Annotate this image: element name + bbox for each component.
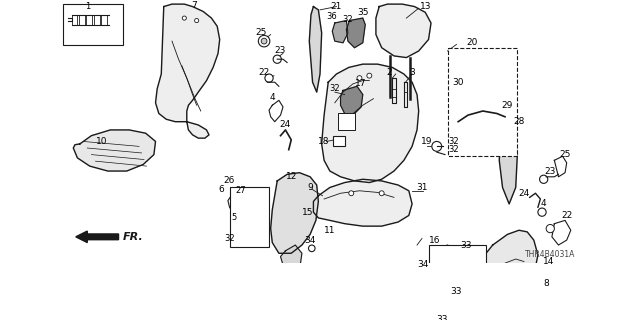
Polygon shape bbox=[156, 4, 220, 138]
Text: 8: 8 bbox=[543, 279, 549, 288]
Text: 31: 31 bbox=[416, 183, 428, 192]
Polygon shape bbox=[280, 245, 302, 271]
Text: 3: 3 bbox=[409, 68, 415, 77]
Text: 10: 10 bbox=[95, 137, 107, 146]
Circle shape bbox=[432, 141, 442, 151]
Text: 28: 28 bbox=[513, 117, 525, 126]
Text: 4: 4 bbox=[541, 199, 547, 208]
Circle shape bbox=[436, 259, 442, 264]
Text: 30: 30 bbox=[452, 78, 464, 87]
Circle shape bbox=[308, 245, 315, 252]
Circle shape bbox=[494, 111, 499, 116]
Text: 32: 32 bbox=[342, 15, 353, 24]
Bar bbox=[333, 136, 345, 146]
Circle shape bbox=[349, 191, 354, 196]
Circle shape bbox=[533, 300, 538, 305]
Circle shape bbox=[195, 19, 198, 23]
Text: 26: 26 bbox=[224, 176, 236, 185]
Bar bbox=[429, 245, 486, 320]
Polygon shape bbox=[271, 173, 318, 253]
Circle shape bbox=[533, 268, 538, 272]
Text: 35: 35 bbox=[357, 8, 369, 17]
Circle shape bbox=[380, 191, 384, 196]
Text: 33: 33 bbox=[436, 315, 447, 320]
Circle shape bbox=[449, 302, 454, 307]
Text: 34: 34 bbox=[305, 236, 316, 244]
Circle shape bbox=[458, 281, 462, 286]
Polygon shape bbox=[346, 18, 365, 48]
Text: 32: 32 bbox=[448, 145, 458, 154]
Text: 4: 4 bbox=[269, 92, 275, 101]
Circle shape bbox=[273, 55, 282, 63]
Polygon shape bbox=[322, 64, 419, 182]
Polygon shape bbox=[340, 86, 363, 115]
Text: 11: 11 bbox=[324, 226, 335, 235]
Text: 6: 6 bbox=[218, 185, 224, 194]
Text: 33: 33 bbox=[461, 241, 472, 250]
Text: 16: 16 bbox=[429, 236, 441, 244]
Text: 18: 18 bbox=[317, 137, 329, 146]
Polygon shape bbox=[74, 130, 156, 171]
Text: 9: 9 bbox=[307, 183, 313, 192]
Circle shape bbox=[357, 76, 362, 81]
Polygon shape bbox=[499, 123, 517, 204]
Bar bbox=[63, 4, 123, 45]
Text: 25: 25 bbox=[255, 28, 266, 37]
Circle shape bbox=[449, 252, 454, 258]
Text: FR.: FR. bbox=[123, 232, 143, 242]
Circle shape bbox=[546, 225, 554, 233]
Text: 12: 12 bbox=[286, 172, 298, 181]
Circle shape bbox=[538, 208, 546, 216]
Text: 17: 17 bbox=[355, 79, 367, 88]
Text: 19: 19 bbox=[421, 137, 433, 146]
Text: 2: 2 bbox=[387, 68, 392, 77]
Text: 13: 13 bbox=[419, 2, 431, 11]
Text: 7: 7 bbox=[191, 1, 197, 10]
Polygon shape bbox=[376, 4, 431, 58]
Bar bbox=[230, 188, 269, 247]
Text: 22: 22 bbox=[259, 68, 269, 77]
Polygon shape bbox=[314, 179, 412, 226]
Text: 32: 32 bbox=[330, 84, 340, 93]
Polygon shape bbox=[432, 245, 461, 284]
Circle shape bbox=[182, 16, 186, 20]
Text: 32: 32 bbox=[448, 137, 458, 146]
Text: 20: 20 bbox=[467, 38, 478, 47]
Text: 21: 21 bbox=[331, 2, 342, 11]
Polygon shape bbox=[332, 20, 348, 43]
FancyArrow shape bbox=[76, 231, 118, 243]
Text: 14: 14 bbox=[543, 257, 554, 266]
Text: 5: 5 bbox=[232, 213, 237, 222]
Circle shape bbox=[367, 73, 372, 78]
Text: 34: 34 bbox=[417, 260, 428, 269]
Circle shape bbox=[265, 74, 273, 82]
Circle shape bbox=[540, 175, 548, 183]
Text: 24: 24 bbox=[518, 189, 529, 198]
Bar bbox=[448, 48, 517, 156]
Text: THR4B4031A: THR4B4031A bbox=[525, 250, 575, 259]
Bar bbox=[338, 114, 355, 130]
Text: 24: 24 bbox=[280, 121, 291, 130]
Text: 32: 32 bbox=[224, 234, 235, 243]
Polygon shape bbox=[309, 7, 322, 92]
Text: 23: 23 bbox=[275, 46, 286, 55]
Text: 15: 15 bbox=[302, 208, 314, 217]
Polygon shape bbox=[481, 230, 538, 311]
Text: 25: 25 bbox=[559, 150, 571, 159]
Text: 1: 1 bbox=[86, 2, 91, 11]
Text: 23: 23 bbox=[545, 166, 556, 176]
Text: 22: 22 bbox=[561, 211, 572, 220]
Text: 27: 27 bbox=[236, 186, 246, 195]
Circle shape bbox=[261, 38, 267, 44]
Circle shape bbox=[259, 35, 270, 47]
Text: 33: 33 bbox=[450, 287, 461, 296]
Text: 36: 36 bbox=[326, 12, 337, 21]
Text: 29: 29 bbox=[502, 101, 513, 110]
Circle shape bbox=[456, 119, 461, 124]
